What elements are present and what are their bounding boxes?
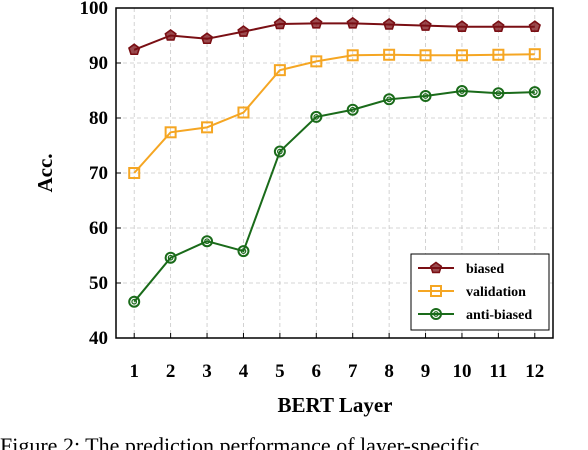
legend-entry-validation: validation	[418, 285, 526, 300]
x-axis-label: BERT Layer	[278, 393, 393, 417]
point-biased-6	[310, 16, 323, 29]
point-biased-11	[492, 20, 505, 32]
x-tick-label-10: 10	[452, 361, 471, 382]
point-anti-biased-7	[346, 103, 359, 116]
point-anti-biased-4-inner	[240, 248, 247, 254]
legend-label-biased: biased	[466, 262, 504, 277]
legend-marker-anti-biased-inner	[433, 311, 439, 317]
y-tick-label-50: 50	[89, 273, 108, 294]
point-anti-biased-2-inner	[167, 254, 174, 261]
series-biased	[128, 16, 541, 56]
point-validation-8	[383, 48, 396, 61]
x-tick-label-12: 12	[525, 361, 544, 382]
series-line-validation	[133, 53, 535, 174]
y-tick-label-60: 60	[89, 218, 108, 239]
point-anti-biased-10	[455, 85, 468, 98]
series-anti-biased	[128, 85, 541, 308]
point-anti-biased-6	[310, 110, 323, 123]
x-tick-label-8: 8	[384, 361, 394, 382]
legend-label-validation: validation	[466, 285, 526, 300]
point-biased-9	[419, 19, 432, 31]
y-tick-label-70: 70	[89, 163, 108, 184]
point-anti-biased-10-inner	[459, 88, 465, 94]
point-validation-11	[492, 48, 505, 61]
series-layer	[128, 16, 541, 308]
point-anti-biased-6-inner	[313, 114, 320, 120]
x-tick-label-9: 9	[421, 361, 431, 382]
x-tick-label-5: 5	[275, 361, 285, 382]
series-validation	[128, 48, 541, 179]
y-tick-label-40: 40	[89, 328, 108, 349]
point-anti-biased-7-inner	[349, 106, 356, 113]
point-validation-1	[128, 167, 141, 179]
point-anti-biased-5	[273, 145, 286, 158]
point-anti-biased-2	[164, 251, 177, 264]
point-validation-9	[419, 49, 432, 62]
legend-marker-biased	[429, 261, 443, 274]
tick-marks	[116, 7, 536, 339]
y-tick-label-100: 100	[80, 0, 109, 19]
point-anti-biased-9	[419, 90, 432, 102]
point-anti-biased-11	[492, 87, 505, 100]
point-anti-biased-4	[237, 245, 250, 258]
point-anti-biased-5-inner	[277, 148, 283, 155]
point-biased-2	[164, 29, 177, 41]
x-tick-label-2: 2	[166, 361, 176, 382]
x-tick-label-3: 3	[202, 361, 212, 382]
point-validation-6	[310, 55, 323, 68]
point-biased-5	[273, 17, 287, 30]
point-validation-7	[346, 49, 359, 62]
x-tick-label-1: 1	[129, 361, 139, 382]
legend-marker-anti-biased	[430, 308, 442, 320]
legend-marker-validation	[430, 285, 442, 297]
point-anti-biased-8	[383, 93, 396, 106]
x-tick-label-11: 11	[489, 361, 507, 382]
point-anti-biased-12-inner	[531, 89, 538, 96]
point-biased-1	[128, 43, 141, 56]
x-tick-label-6: 6	[312, 361, 322, 382]
point-validation-12	[528, 48, 541, 61]
point-biased-8	[382, 18, 396, 30]
point-anti-biased-12	[528, 86, 541, 99]
figure-caption: Figure 2: The prediction performance of …	[0, 433, 480, 450]
y-tick-label-90: 90	[89, 53, 108, 74]
point-anti-biased-3-inner	[204, 238, 210, 245]
point-biased-12	[528, 20, 541, 32]
point-biased-4	[237, 25, 250, 37]
point-validation-3	[201, 121, 214, 134]
point-anti-biased-1-inner	[131, 298, 138, 305]
point-biased-3	[200, 32, 214, 45]
point-anti-biased-8-inner	[386, 96, 392, 103]
x-tick-label-7: 7	[348, 361, 358, 382]
point-biased-7	[346, 16, 359, 29]
point-validation-10	[455, 49, 468, 62]
point-validation-4	[237, 106, 250, 119]
point-anti-biased-11-inner	[495, 90, 502, 97]
point-validation-2	[164, 126, 177, 139]
point-anti-biased-3	[201, 235, 214, 248]
point-anti-biased-1	[128, 295, 141, 308]
legend-entry-biased: biased	[418, 261, 504, 277]
point-biased-10	[455, 20, 469, 32]
x-tick-label-4: 4	[239, 361, 249, 382]
y-axis-label: Acc.	[33, 153, 57, 192]
legend-label-anti-biased: anti-biased	[466, 308, 532, 323]
y-tick-label-80: 80	[89, 108, 108, 129]
legend: biased validation anti-biased	[410, 253, 550, 331]
point-anti-biased-9-inner	[422, 93, 429, 99]
legend-entry-anti-biased: anti-biased	[418, 308, 532, 323]
series-line-biased	[133, 22, 535, 51]
series-line-anti-biased	[133, 90, 535, 303]
point-validation-5	[273, 64, 286, 77]
